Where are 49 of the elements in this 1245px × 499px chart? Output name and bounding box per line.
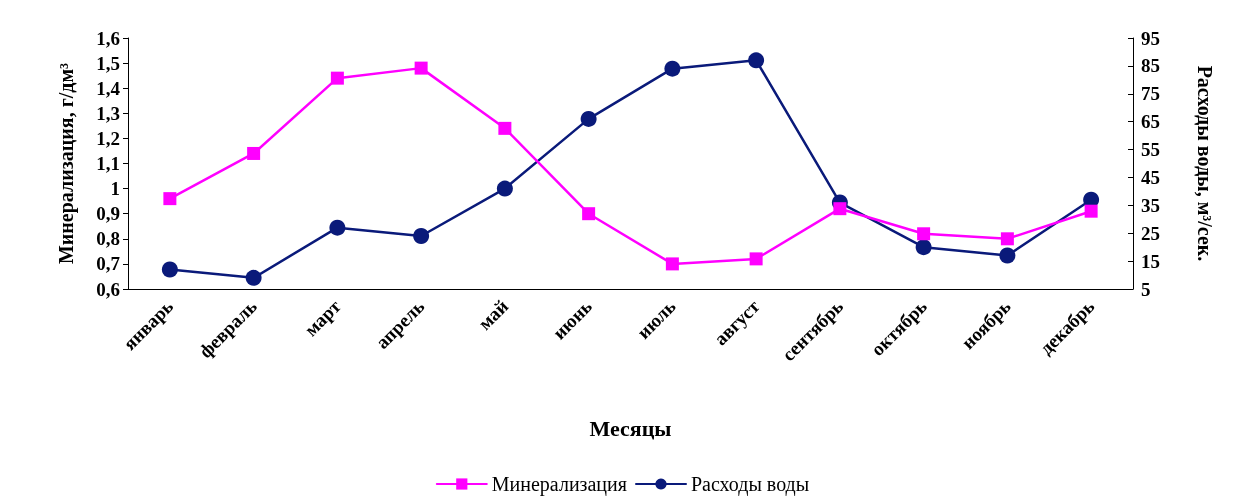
point: [748, 52, 765, 69]
point: [330, 71, 344, 85]
y2-tick-label: 25: [1141, 222, 1160, 244]
point: [833, 202, 847, 216]
y-tick-label: 1,4: [96, 77, 121, 99]
y-tick-label: 1,6: [96, 27, 120, 49]
y2-tick-label: 15: [1141, 250, 1160, 272]
point: [1084, 204, 1098, 218]
y-tick-label: 1,5: [96, 52, 120, 74]
y2-tick-label: 95: [1141, 27, 1160, 49]
y2-tick-label: 35: [1141, 194, 1160, 216]
point: [915, 239, 932, 256]
point: [414, 61, 428, 75]
point: [665, 257, 679, 271]
point: [161, 261, 178, 278]
y2-tick-label: 55: [1141, 139, 1160, 161]
y-tick-label: 0,8: [96, 228, 120, 250]
point: [664, 60, 681, 77]
y-tick-label: 1,2: [96, 127, 120, 149]
y-tick-label: 1,1: [96, 153, 120, 174]
legend-label: Расходы воды: [690, 473, 810, 496]
point: [496, 180, 513, 197]
point: [999, 247, 1016, 264]
y-tick-label: 0,7: [96, 253, 121, 275]
x-axis-title: Месяцы: [589, 415, 672, 441]
point: [498, 121, 512, 135]
y2-tick-label: 45: [1141, 166, 1160, 188]
point: [247, 146, 261, 160]
point: [1000, 232, 1014, 246]
point: [163, 192, 177, 206]
point: [917, 227, 931, 241]
y-tick-label: 1: [110, 178, 120, 200]
y2-tick-label: 5: [1141, 278, 1151, 300]
point: [749, 252, 763, 266]
y2-tick-label: 75: [1141, 83, 1160, 105]
point: [582, 207, 596, 221]
x-tick-label: май: [473, 295, 513, 334]
point: [413, 228, 430, 245]
y2-tick-label: 85: [1141, 55, 1160, 77]
point: [580, 110, 597, 127]
point: [329, 219, 346, 236]
point: [245, 269, 262, 286]
y2-axis-title: Расходы воды, м³/сек.: [1194, 65, 1216, 262]
y-tick-label: 1,3: [96, 102, 120, 124]
y-axis-title: Минерализация, г/дм³: [55, 62, 78, 265]
y-tick-label: 0,9: [96, 203, 120, 225]
y2-tick-label: 65: [1141, 111, 1160, 133]
y-tick-label: 0,6: [96, 278, 120, 300]
legend-label: Минерализация: [491, 473, 627, 496]
